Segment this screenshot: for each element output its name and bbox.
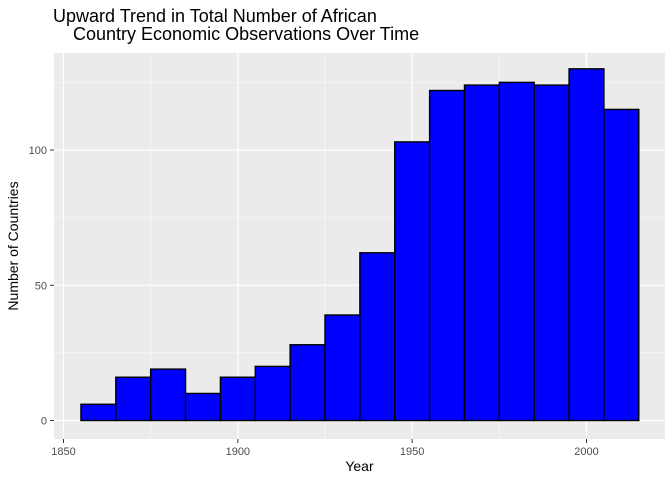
y-tick-label: 100 xyxy=(29,145,47,157)
bar-2005-2015 xyxy=(603,108,640,422)
y-tick-label: 50 xyxy=(35,280,47,292)
chart-title-line-2: Country Economic Observations Over Time xyxy=(53,24,419,44)
y-axis: 0 50 100 xyxy=(29,145,54,428)
bar-1945-1955 xyxy=(394,141,431,422)
bar-1965-1975 xyxy=(463,84,501,422)
x-tick-label: 1850 xyxy=(51,446,75,458)
bar-1865-1875 xyxy=(115,376,152,422)
x-axis: 1850 1900 1950 2000 xyxy=(51,439,599,458)
y-tick-label: 0 xyxy=(41,416,47,428)
x-axis-title: Year xyxy=(345,458,374,474)
x-tick-label: 1900 xyxy=(226,446,250,458)
bar-1995-2005 xyxy=(568,68,605,422)
y-axis-title: Number of Countries xyxy=(5,181,21,310)
bar-1895-1905 xyxy=(219,376,256,422)
x-tick-label: 1950 xyxy=(400,446,424,458)
bar-1905-1915 xyxy=(254,365,291,422)
bar-1955-1965 xyxy=(428,89,466,422)
bar-1935-1945 xyxy=(359,252,396,422)
bar-1925-1935 xyxy=(324,314,361,422)
x-tick-label: 2000 xyxy=(574,446,598,458)
bar-1915-1925 xyxy=(289,344,326,422)
bar-1875-1885 xyxy=(149,368,187,422)
chart-title-line-1: Upward Trend in Total Number of African xyxy=(53,6,377,26)
bar-1985-1995 xyxy=(533,84,570,422)
bar-1885-1895 xyxy=(184,392,222,422)
bar-1975-1985 xyxy=(498,81,535,422)
bar-1855-1865 xyxy=(80,403,117,422)
bars xyxy=(80,68,640,422)
